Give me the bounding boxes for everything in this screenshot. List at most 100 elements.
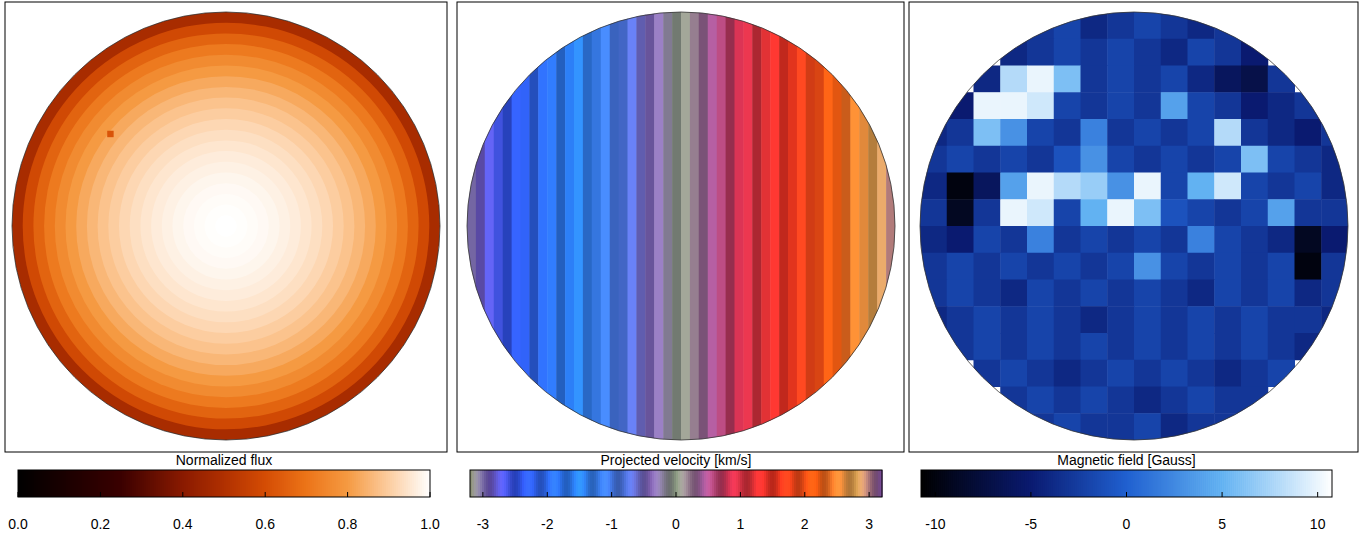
disk [12,12,440,440]
velocity-column [877,12,886,440]
colorbar-tick [676,492,677,497]
velocity-column [779,12,788,440]
field-cell [1054,253,1081,280]
field-cell [920,226,947,253]
limb-ring [215,215,236,236]
field-cell [1081,333,1108,360]
colorbar-tick [100,492,101,497]
field-cell [1000,333,1027,360]
colorbar-tick [1126,492,1127,497]
field-cell [974,280,1001,307]
field-cell [1054,413,1081,440]
limb-ring [12,12,440,440]
field-cell [1241,92,1268,119]
field-cell [1268,66,1295,93]
field-cell [974,146,1001,173]
field-cell [1188,226,1215,253]
field-cell [1268,119,1295,146]
field-cell [1161,333,1188,360]
velocity-column [529,12,538,440]
field-cell [1295,306,1322,333]
velocity-column [797,12,806,440]
field-cell [1295,253,1322,280]
field-cell [1321,226,1348,253]
field-cell [1188,146,1215,173]
velocity-column [556,12,565,440]
colorbar-frame [18,470,430,497]
colorbar-tick [1317,492,1318,497]
field-cell [1268,280,1295,307]
velocity-column [717,12,726,440]
field-cell [1241,199,1268,226]
colorbar-title: Projected velocity [km/s] [601,452,752,468]
field-cell [1107,360,1134,387]
field-cell [1000,360,1027,387]
field-cell [1161,253,1188,280]
field-cell [1241,119,1268,146]
velocity-column [672,12,681,440]
field-cell [1054,333,1081,360]
colorbar-tick [869,492,870,497]
field-cell [1161,360,1188,387]
limb-ring [173,173,280,280]
field-cell [1027,280,1054,307]
velocity-column [547,12,556,440]
velocity-column [788,12,797,440]
field-cell [1081,253,1108,280]
field-cell [1268,360,1295,387]
velocity-column [645,12,654,440]
field-cell [974,173,1001,200]
field-cell [1000,146,1027,173]
limb-ring [55,55,397,397]
colorbar-tick [935,492,936,497]
field-cell [1241,226,1268,253]
velocity-column [467,12,476,440]
velocity-column [806,12,815,440]
field-cell [1188,413,1215,440]
field-cell [947,226,974,253]
field-cell [1000,280,1027,307]
limb-ring [130,130,323,323]
field-cell [1081,92,1108,119]
limb-ring [98,98,355,355]
field-cell [1000,119,1027,146]
colorbar-tick [347,492,348,497]
panel [909,2,1358,452]
velocity-column [886,12,895,440]
field-cell [1134,280,1161,307]
field-cell [1054,119,1081,146]
velocity-column [610,12,619,440]
velocity-column [565,12,574,440]
colorbar-tick-label: 0.0 [8,516,28,532]
field-cell [1295,119,1322,146]
field-cell [1027,12,1054,39]
field-cell [920,306,947,333]
field-cell [1134,413,1161,440]
velocity-column [815,12,824,440]
field-cell [1027,226,1054,253]
colorbar-frame [470,470,882,497]
field-cell [1027,306,1054,333]
velocity-column [619,12,628,440]
field-cell [1214,360,1241,387]
field-cell [1188,119,1215,146]
field-cell [1188,333,1215,360]
field-cell [1027,146,1054,173]
field-cell [947,119,974,146]
field-cell [1000,66,1027,93]
field-cell [1241,146,1268,173]
colorbar-tick [482,492,483,497]
field-cell [1321,280,1348,307]
colorbar-tick [430,492,431,497]
colorbar-tick-label: 0.6 [255,516,275,532]
field-cell [1295,173,1322,200]
spot [107,131,113,137]
field-cell [1027,413,1054,440]
velocity-column [726,12,735,440]
colorbar-frame [921,470,1332,497]
field-cell [1161,387,1188,414]
field-cell [1081,226,1108,253]
field-cell [1054,387,1081,414]
field-cell [1027,253,1054,280]
field-cell [1188,92,1215,119]
